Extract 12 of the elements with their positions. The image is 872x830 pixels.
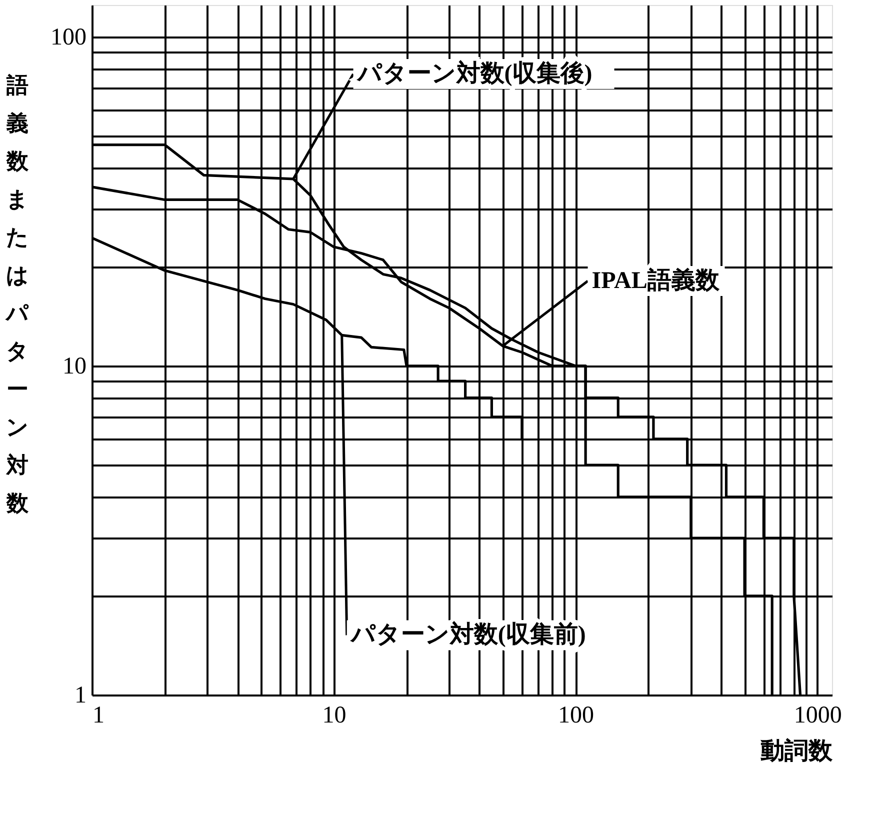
x-tick-label: 1 [92, 702, 104, 728]
y-tick-label: 1 [74, 682, 86, 708]
annotation: パターン対数(収集後) [355, 60, 592, 87]
y-tick-label: 100 [50, 24, 86, 50]
y-tick-label: 10 [62, 353, 86, 380]
x-axis-title: 動詞数 [760, 738, 834, 764]
x-tick-label: 100 [558, 702, 594, 728]
x-tick-label: 10 [322, 702, 346, 728]
text: 語義数またはパターン対数 [6, 72, 29, 516]
x-tick-label: 1000 [794, 702, 842, 728]
annotation: パターン対数(収集前) [348, 621, 586, 648]
annotation: IPAL語義数 [592, 266, 720, 294]
